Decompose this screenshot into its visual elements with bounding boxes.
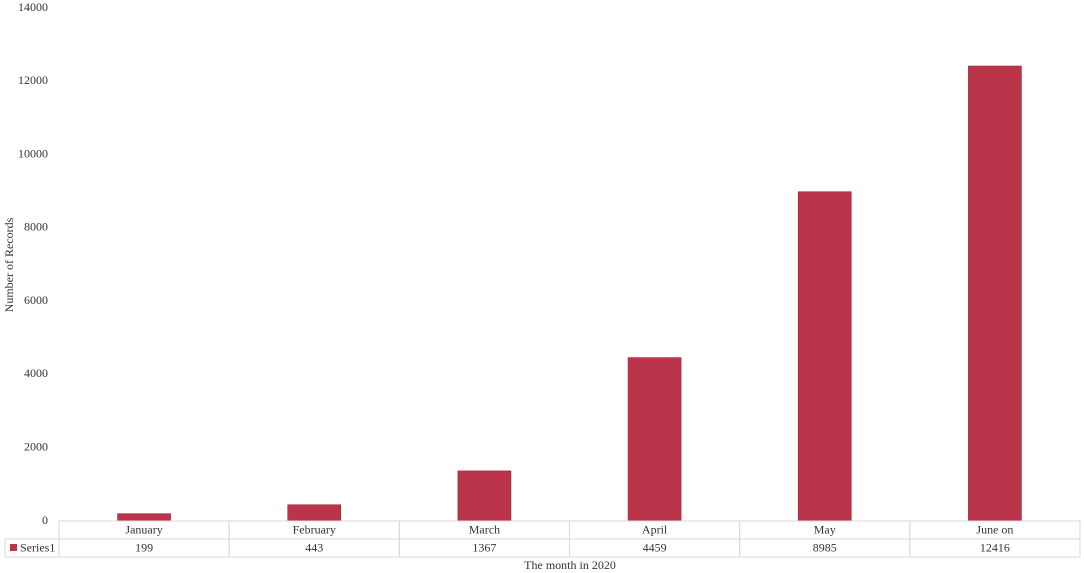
bar <box>797 191 852 522</box>
table-cell <box>909 538 1081 558</box>
y-tick-label: 12000 <box>18 73 48 87</box>
y-axis-label: Number of Records <box>2 217 16 312</box>
legend-label: Series1 <box>20 540 55 554</box>
y-tick-label: 8000 <box>24 220 48 234</box>
bar <box>457 470 512 522</box>
table-value: 8985 <box>813 540 837 554</box>
bar <box>968 65 1022 522</box>
y-tick-label: 0 <box>42 513 48 527</box>
x-tick-label: June on <box>976 522 1013 536</box>
legend-swatch <box>10 544 17 551</box>
table-value: 1367 <box>472 540 496 554</box>
table-cell <box>4 538 60 558</box>
y-tick-label: 6000 <box>24 293 48 307</box>
x-tick-label: January <box>125 522 162 536</box>
x-tick-label: May <box>814 522 836 536</box>
y-tick-label: 10000 <box>18 146 48 160</box>
x-tick-label: February <box>293 522 336 536</box>
table-value: 443 <box>305 540 323 554</box>
bar <box>287 504 342 522</box>
table-value: 4459 <box>643 540 667 554</box>
x-tick-label: March <box>469 522 500 536</box>
y-tick-label: 4000 <box>24 366 48 380</box>
y-tick-label: 14000 <box>18 0 48 14</box>
table-value: 12416 <box>980 540 1010 554</box>
x-tick-label: April <box>642 522 668 536</box>
table-value: 199 <box>135 540 153 554</box>
bar <box>117 513 171 522</box>
y-tick-label: 2000 <box>24 439 48 453</box>
bar <box>627 357 682 522</box>
x-axis-label: The month in 2020 <box>524 558 616 572</box>
